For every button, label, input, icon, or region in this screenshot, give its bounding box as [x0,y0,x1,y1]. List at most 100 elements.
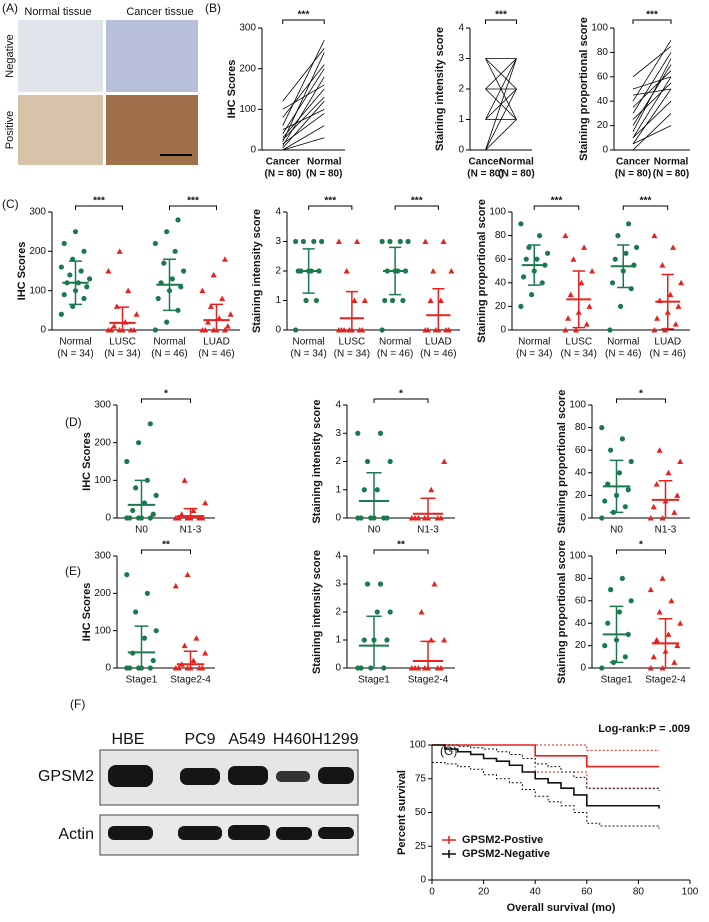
y-tick-label: 0 [250,145,256,156]
y-tick-label: 100 [409,740,426,751]
sd-bar [115,306,130,330]
data-point [650,653,657,660]
data-point [415,665,422,671]
annotation: Log-rank:P = .009 [598,723,690,735]
data-point [441,458,448,464]
band [276,771,310,782]
y-tick-label: 60 [495,254,507,265]
data-point [116,248,123,254]
data-point [565,315,572,321]
data-point [364,458,371,465]
data-point [72,229,79,235]
panel-label: (D) [65,415,82,429]
x-tick-note: (N = 34) [516,349,552,360]
y-axis-label: IHC Scores [16,242,28,301]
data-point [184,571,191,578]
x-tick-label: 0 [429,887,435,898]
data-point [586,303,593,309]
pair-line [632,76,672,90]
sd-bar [389,246,402,296]
data-point [384,637,390,643]
pair-line [485,119,517,151]
data-point [108,327,115,333]
data-point [623,250,629,256]
data-point [647,586,654,593]
data-point [389,297,396,304]
data-point [135,440,142,446]
data-point [599,425,605,431]
data-point [84,284,90,290]
data-point [303,297,309,304]
lane-label: H460 [273,731,311,748]
data-point [418,609,425,615]
y-tick-label: 4 [335,551,341,562]
micrograph [106,20,198,92]
x-tick-label: LUSC [565,337,592,348]
significance-bracket [169,205,217,210]
x-tick-label: Normal [307,157,342,168]
data-point [355,430,361,436]
data-point [612,256,618,262]
panel-label: (E) [65,564,81,578]
pair-line [632,125,672,145]
data-point [440,238,447,244]
significance-label: *** [646,10,658,21]
data-point [674,492,681,498]
x-tick-note: (N = 46) [605,349,641,360]
significance-label: *** [298,10,310,21]
micrograph [18,20,103,92]
y-tick-label: 300 [94,400,111,411]
y-tick-label: 200 [94,588,111,599]
data-point [668,597,675,604]
sd-bar [658,479,673,518]
y-tick-label: 80 [597,47,609,58]
y-tick-label: 100 [489,207,506,218]
data-point [155,295,161,302]
data-point [545,250,551,256]
y-tick-label: 200 [239,63,256,74]
y-tick-label: 3 [275,236,281,247]
y-tick-label: 0 [580,663,586,674]
pair-line [632,88,672,145]
data-point [628,286,634,292]
data-point [659,515,666,521]
pair-line [632,113,672,151]
data-point [210,271,217,278]
x-tick-label: LUSC [109,337,136,348]
data-point [181,642,188,649]
data-point [81,248,87,254]
legend-swatch [442,836,456,844]
data-point [384,515,390,521]
data-point [387,458,393,465]
x-axis-label: Overall survival (mo) [507,902,616,914]
data-point [358,665,364,671]
panel-label: (G) [440,744,457,758]
data-point [619,436,625,442]
significance-label: * [164,389,168,400]
data-point [300,238,307,245]
data-point [619,575,625,582]
data-point [199,287,206,294]
data-point [654,315,661,321]
data-point [602,643,608,649]
data-point [520,274,527,280]
significance-bracket [282,19,325,24]
data-point [319,238,325,245]
y-tick-label: 25 [415,841,427,852]
column-label: Normal tissue [24,6,91,18]
legend-label: GPSM2-Negative [462,848,550,860]
micrograph [106,95,198,165]
pair-line [485,58,517,90]
y-tick-label: 0 [602,145,608,156]
panel-label: (A) [2,1,18,15]
band [180,768,220,785]
x-tick-label: LUAD [654,337,681,348]
y-axis-label: IHC Scores [81,583,93,642]
data-point [175,515,182,521]
lane-label: HBE [112,731,145,748]
x-tick-label: Normal [293,337,325,348]
pair-line [632,88,672,96]
y-tick-label: 20 [597,120,609,131]
x-tick-label: Cancer [469,157,503,168]
x-tick-note: (N = 46) [650,349,686,360]
